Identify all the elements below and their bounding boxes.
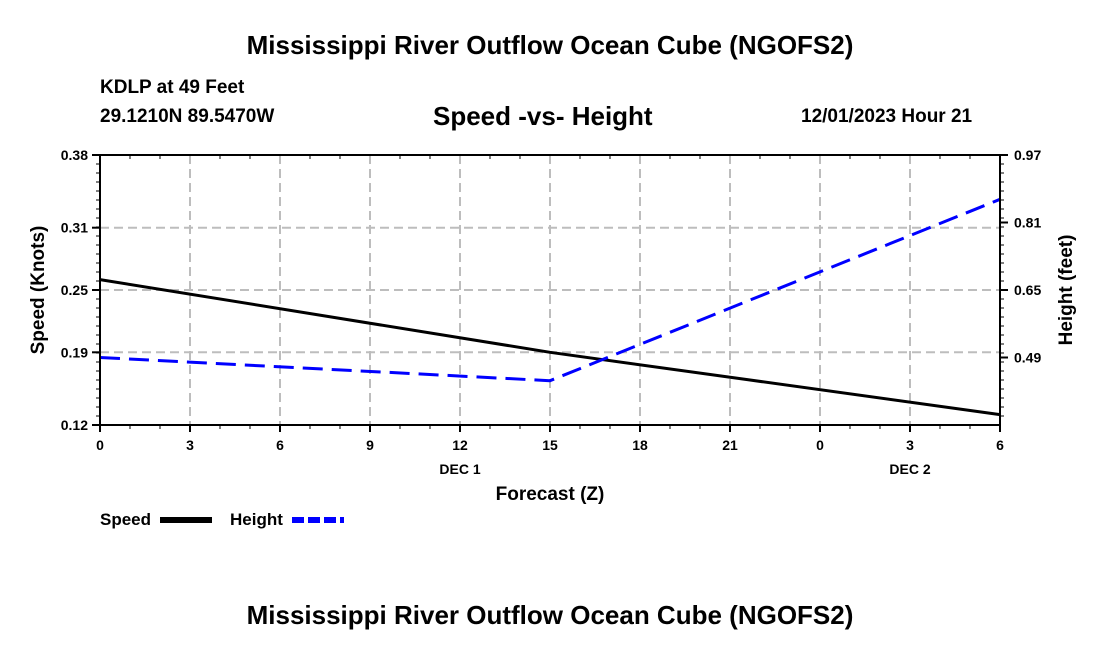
y-left-tick-label: 0.38	[61, 147, 88, 163]
x-tick-label: 18	[632, 437, 648, 453]
x-tick-label: 21	[722, 437, 738, 453]
y-left-tick-label: 0.12	[61, 417, 88, 433]
x-tick-label: 9	[366, 437, 374, 453]
date-label: DEC 2	[889, 461, 930, 477]
y-left-tick-label: 0.25	[61, 282, 88, 298]
date-label: DEC 1	[439, 461, 480, 477]
y-left-tick-label: 0.31	[61, 220, 88, 236]
x-tick-label: 15	[542, 437, 558, 453]
x-tick-label: 0	[816, 437, 824, 453]
y-right-tick-label: 0.97	[1014, 147, 1041, 163]
legend-label-height: Height	[230, 510, 283, 529]
series-lines	[99, 197, 1001, 417]
legend-label-speed: Speed	[100, 510, 151, 529]
chart-title: Mississippi River Outflow Ocean Cube (NG…	[246, 30, 854, 60]
chart-subtitle: Speed -vs- Height	[433, 101, 653, 131]
series-line-height	[99, 197, 1001, 383]
y-axis-right-title: Height (feet)	[1056, 235, 1077, 346]
y-right-tick-label: 0.81	[1014, 215, 1041, 231]
y-left-tick-label: 0.19	[61, 344, 88, 360]
legend: Speed Height	[100, 510, 344, 529]
station-label: KDLP at 49 Feet	[100, 77, 245, 98]
y-right-tick-label: 0.65	[1014, 282, 1041, 298]
axis-ticks	[92, 154, 1008, 432]
x-axis-title: Forecast (Z)	[496, 484, 605, 505]
x-tick-label: 6	[276, 437, 284, 453]
y-right-tick-label: 0.49	[1014, 350, 1041, 366]
forecast-datetime: 12/01/2023 Hour 21	[801, 106, 973, 127]
series-line-speed	[99, 278, 1001, 417]
x-tick-label: 12	[452, 437, 468, 453]
y-axis-left-title: Speed (Knots)	[28, 226, 49, 355]
footer-title: Mississippi River Outflow Ocean Cube (NG…	[246, 600, 854, 630]
x-tick-label: 3	[186, 437, 194, 453]
axis-labels: 0 3 6 9 12 15 18 21 0 3 6 DEC 1 DEC 2 0.12 0.19 0.25 0.3…	[61, 147, 1042, 477]
x-tick-label: 6	[996, 437, 1004, 453]
x-tick-label: 3	[906, 437, 914, 453]
station-coordinates: 29.1210N 89.5470W	[100, 106, 275, 127]
grid-lines	[100, 154, 1000, 425]
x-tick-label: 0	[96, 437, 104, 453]
